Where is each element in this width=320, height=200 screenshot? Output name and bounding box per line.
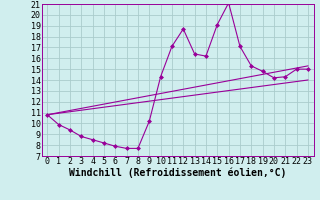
X-axis label: Windchill (Refroidissement éolien,°C): Windchill (Refroidissement éolien,°C) <box>69 167 286 178</box>
